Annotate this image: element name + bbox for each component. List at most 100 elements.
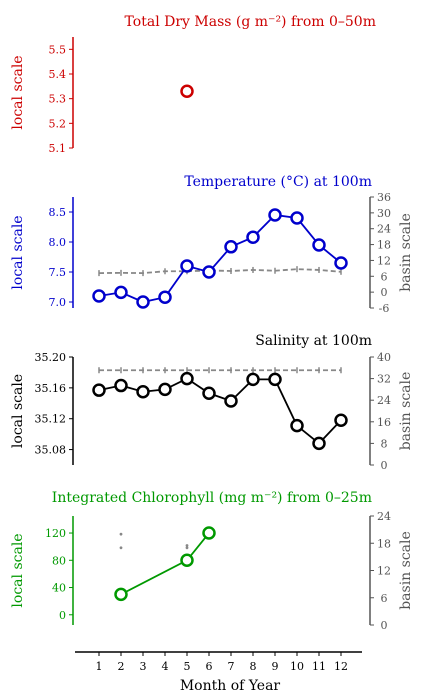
right-tick-label: 0	[381, 619, 388, 632]
left-tick-label: 80	[52, 554, 66, 567]
left-tick-label: 5.5	[49, 43, 67, 56]
left-tick-label: 35.08	[35, 444, 67, 457]
left-tick-label: 7.5	[49, 266, 67, 279]
local-data-point	[92, 289, 106, 303]
x-tick-label: 5	[184, 660, 191, 673]
left-tick-label: 5.3	[49, 93, 67, 106]
local-data-point	[202, 526, 216, 540]
local-data-point	[158, 290, 172, 304]
left-axis-label: local scale	[10, 533, 26, 607]
right-axis-label: basin scale	[398, 531, 414, 610]
right-tick-label: 24	[377, 223, 391, 236]
chart-panels: Total Dry Mass (g m⁻²) from 0–50m 5.1 5.2 5…	[10, 14, 414, 632]
local-data-point	[312, 238, 326, 252]
basin-point	[185, 544, 189, 547]
local-data-point	[158, 382, 172, 397]
left-tick-label: 40	[52, 582, 66, 595]
right-tick-label: 12	[377, 565, 391, 578]
x-tick-label: 10	[290, 660, 304, 673]
right-tick-label: 24	[377, 394, 391, 407]
left-tick-label: 35.12	[35, 413, 67, 426]
right-tick-label: 6	[381, 270, 388, 283]
right-tick-label: 32	[377, 373, 391, 386]
left-axis-label: local scale	[10, 374, 26, 448]
local-data-point	[202, 386, 216, 401]
local-data-point	[290, 211, 304, 225]
right-tick-label: 30	[377, 207, 391, 220]
right-tick-label: 8	[381, 437, 388, 450]
local-data-point	[114, 587, 128, 602]
local-data-point	[334, 256, 348, 270]
right-axis-label: basin scale	[398, 372, 414, 451]
right-tick-label: -6	[379, 302, 390, 315]
left-tick-label: 120	[45, 527, 66, 540]
x-tick-label: 1	[96, 660, 103, 673]
local-data-point	[180, 553, 194, 568]
right-tick-label: 18	[377, 239, 391, 252]
right-tick-label: 18	[377, 537, 391, 550]
x-tick-label: 11	[312, 660, 326, 673]
local-data-point	[334, 413, 348, 428]
local-data-point	[246, 230, 260, 244]
x-tick-label: 12	[334, 660, 348, 673]
left-tick-label: 35.16	[35, 382, 67, 395]
basin-point	[119, 532, 123, 536]
left-tick-label: 8.5	[49, 206, 67, 219]
local-data-point	[290, 418, 304, 433]
local-data-point	[246, 372, 260, 387]
panel-title: Temperature (°C) at 100m	[184, 174, 372, 190]
local-data-point	[224, 240, 238, 254]
left-tick-label: 35.20	[35, 351, 67, 364]
x-tick-label: 7	[228, 660, 235, 673]
left-tick-label: 5.4	[49, 68, 67, 81]
x-tick-label: 6	[206, 660, 213, 673]
right-tick-label: 0	[381, 459, 388, 472]
local-data-point	[224, 394, 238, 408]
local-series-line	[98, 214, 342, 303]
basin-point	[185, 546, 189, 550]
local-data-point	[312, 436, 326, 451]
local-data-point	[180, 371, 194, 386]
local-data-point	[268, 372, 282, 387]
local-data-point	[180, 259, 194, 273]
x-tick-label: 9	[272, 660, 279, 673]
local-series-line	[98, 377, 342, 445]
right-tick-label: 0	[381, 286, 388, 299]
panel-title: Total Dry Mass (g m⁻²) from 0–50m	[125, 14, 376, 30]
panel-1: Total Dry Mass (g m⁻²) from 0–50m 5.1 5.2 5…	[10, 14, 376, 155]
local-data-point	[114, 378, 128, 393]
left-tick-label: 8.0	[49, 236, 67, 249]
local-data-point	[268, 208, 282, 222]
x-axis: 1 2 3 4 5 6 7 8 9 10 11 12	[75, 651, 362, 673]
right-tick-label: 16	[377, 416, 391, 429]
panel-3: Salinity at 100m 35.08 35.12 35.16 35.20 loca…	[10, 333, 414, 472]
local-series-line	[120, 532, 210, 596]
left-axis-label: local scale	[10, 55, 26, 129]
local-data-point	[136, 384, 150, 399]
left-tick-label: 0	[59, 609, 66, 622]
panel-title: Integrated Chlorophyll (mg m⁻²) from 0–2…	[52, 490, 372, 506]
x-tick-label: 3	[140, 660, 147, 673]
local-data-point	[202, 265, 216, 279]
left-axis-label: local scale	[10, 215, 26, 289]
left-tick-label: 5.1	[49, 142, 67, 155]
right-tick-label: 24	[377, 510, 391, 523]
left-tick-label: 5.2	[49, 117, 67, 130]
panel-4: Integrated Chlorophyll (mg m⁻²) from 0–2…	[10, 490, 414, 632]
right-tick-label: 36	[377, 191, 391, 204]
basin-series-line	[98, 268, 342, 275]
local-data-point	[180, 84, 194, 99]
x-tick-label: 2	[118, 660, 125, 673]
right-tick-label: 40	[377, 351, 391, 364]
x-tick-label: 4	[162, 660, 169, 673]
right-tick-label: 12	[377, 254, 391, 267]
x-tick-label: 8	[250, 660, 257, 673]
panel-2: Temperature (°C) at 100m 7.0 7.5 8.0 8.5 loca…	[10, 174, 414, 315]
local-data-point	[136, 295, 150, 309]
local-data-point	[92, 383, 106, 397]
x-axis-label: Month of Year	[180, 678, 281, 694]
right-tick-label: 6	[381, 592, 388, 605]
left-tick-label: 7.0	[49, 296, 67, 309]
right-axis-label: basin scale	[398, 213, 414, 292]
